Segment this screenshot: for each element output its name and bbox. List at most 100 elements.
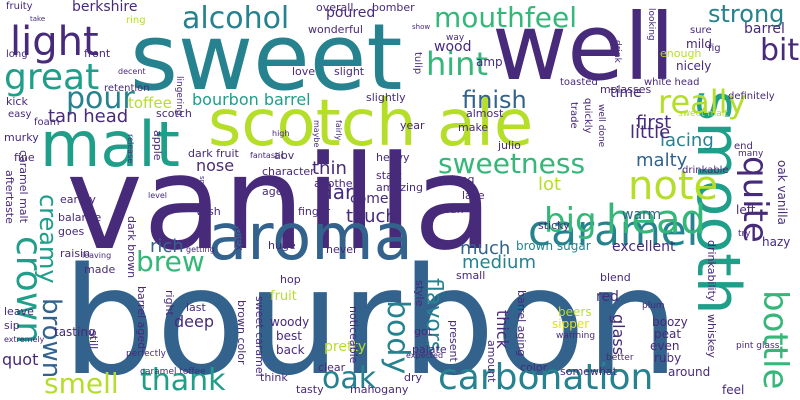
word-molasses: molasses [600, 83, 652, 96]
word-back: back [276, 343, 305, 357]
word-really: really [658, 83, 747, 121]
word-fantastic: fantastic [250, 151, 285, 160]
word-brown: brown [36, 298, 66, 379]
word-slight: slight [334, 65, 365, 78]
word-whiskey: whiskey [705, 314, 718, 359]
word-complex: complex [233, 204, 246, 251]
word-excellent: excellent [612, 239, 676, 255]
word-expected: expected [406, 351, 444, 360]
word-right: right [163, 290, 176, 316]
word-make: make [458, 121, 489, 134]
word-sip: sip [4, 319, 20, 332]
word-dark-fruit: dark fruit [188, 147, 239, 160]
word-show: show [412, 23, 431, 31]
word-sweet-malt: sweet malt [678, 109, 728, 119]
word-woody: woody [270, 315, 310, 329]
word-time: time [610, 85, 642, 101]
word-start: start [376, 169, 402, 182]
word-barrel-aged: barrel aged [135, 286, 148, 350]
word-warming: warming [556, 331, 596, 341]
word-level: level [148, 191, 168, 200]
word-brown-sugar: brown sugar [516, 239, 591, 253]
word-quot: quot [2, 350, 39, 369]
word-nicely: nicely [676, 59, 712, 73]
word-amazing: amazing [376, 181, 423, 194]
word-another: another [314, 177, 358, 190]
word-end: end [734, 141, 753, 152]
word-warm: warm [622, 207, 662, 223]
word-lingering: lingering [174, 76, 184, 116]
word-along: along [444, 173, 475, 186]
word-huge: huge [268, 239, 296, 252]
word-little: little [630, 122, 671, 143]
word-still: still [87, 330, 100, 350]
word-brown-color: brown color [235, 300, 248, 365]
word-scotch-ale: scotch ale [208, 87, 534, 161]
word-somewhat: somewhat [560, 365, 617, 378]
word-pint-glass: pint glass [736, 341, 780, 351]
word-feel: feel [722, 383, 745, 397]
word-pretty: pretty [324, 339, 367, 355]
word-red: red [596, 289, 619, 305]
word-apple: apple [151, 130, 164, 161]
word-abv: abv [274, 149, 295, 162]
word-note: note [628, 163, 719, 209]
word-creamy: creamy [34, 194, 62, 284]
word-bottle: bottle [755, 290, 795, 390]
word-barrel-aging: barrel aging [515, 290, 528, 357]
word-wood: wood [434, 39, 472, 55]
word-hint: hint [426, 45, 488, 83]
word-release: release [126, 134, 135, 164]
word-bourbon: bourbon [62, 236, 680, 400]
word-plum: plum [642, 301, 665, 311]
word-ring: ring [126, 15, 146, 26]
word-almost: almost [466, 107, 504, 120]
word-well-done: well done [596, 104, 606, 148]
word-trade: trade [568, 102, 579, 129]
word-mild: mild [686, 37, 712, 51]
word-got: got [414, 325, 433, 338]
word-amp: amp [476, 55, 503, 69]
word-great: great [4, 57, 100, 98]
word-bit: bit [760, 33, 800, 68]
word-long: long [6, 49, 28, 60]
word-balance: balance [58, 211, 102, 224]
word-wonderful: wonderful [308, 23, 363, 36]
word-fine: fine [14, 151, 35, 164]
word-fruit: fruit [270, 289, 297, 304]
word-white-head: white head [644, 77, 700, 88]
word-aftertaste: aftertaste [3, 170, 16, 224]
word-tasting: tasting [54, 325, 96, 339]
word-carbonation: carbonation [438, 357, 654, 398]
word-flavors: flavors [421, 278, 446, 353]
word-oak-vanilla: oak vanilla [775, 160, 789, 225]
word-perfectly: perfectly [126, 349, 166, 359]
word-barrel: barrel [744, 21, 785, 37]
word-quite: quite [735, 156, 775, 243]
word-boozy: boozy [652, 315, 688, 329]
word-malty: malty [636, 150, 688, 171]
word-fig: fig [708, 43, 721, 54]
word-big-label: big [544, 201, 597, 241]
word-maybe: maybe [312, 120, 321, 148]
word-noticeable: noticeable [347, 306, 360, 364]
word-poured: poured [326, 5, 376, 21]
word-wish: wish [196, 205, 221, 218]
word-thank: thank [140, 363, 226, 398]
word-thick: thick [493, 310, 512, 349]
word-definitely: definitely [728, 91, 775, 102]
word-head-label: head [606, 197, 706, 243]
word-ruby: ruby [654, 351, 682, 365]
word-smoke: smoke [198, 176, 206, 199]
word-strong: strong [708, 0, 785, 28]
word-easy: easy [8, 109, 32, 120]
word-drinkability: drinkability [705, 240, 718, 302]
word-quickly: quickly [582, 98, 593, 134]
word-decent: decent [118, 67, 146, 76]
word-sticky: sticky [538, 219, 570, 232]
word-thin: thin [312, 158, 347, 179]
word-many: many [738, 149, 764, 159]
word-drink: drink [612, 40, 622, 63]
word-think: think [260, 371, 288, 384]
word-never: never [326, 243, 358, 256]
